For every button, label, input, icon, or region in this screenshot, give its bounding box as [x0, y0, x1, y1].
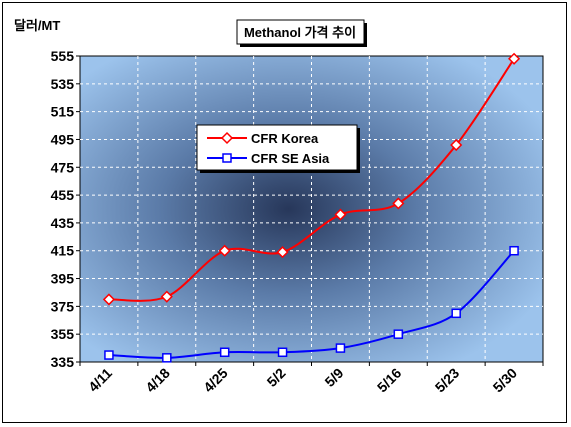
- y-tick-label: 535: [51, 76, 75, 92]
- legend-item-cfr-se-asia: CFR SE Asia: [207, 151, 330, 166]
- data-point-cfr-se-asia: [451, 308, 461, 319]
- y-tick-label: 495: [51, 131, 75, 147]
- y-tick-label: 415: [51, 243, 75, 259]
- x-tick-label: 4/11: [85, 365, 115, 395]
- y-axis-ticks: 335 355 375 395 415 435 455 475 495 515 535 555: [51, 48, 80, 370]
- chart-title-box: Methanol 가격 추이: [236, 19, 367, 47]
- y-tick-label: 475: [51, 159, 75, 175]
- data-point-cfr-se-asia: [219, 347, 230, 358]
- y-tick-label: 335: [51, 354, 75, 370]
- data-point-cfr-se-asia: [393, 329, 404, 339]
- x-tick-label: 4/18: [142, 365, 173, 396]
- y-tick-label: 555: [51, 48, 75, 64]
- legend: CFR Korea CFR SE Asia: [196, 124, 360, 173]
- legend-label-cfr-se-asia: CFR SE Asia: [251, 151, 330, 166]
- y-tick-label: 375: [51, 298, 75, 314]
- y-tick-label: 515: [51, 104, 75, 120]
- series-layer: [102, 52, 521, 363]
- chart-title: Methanol 가격 추이: [244, 25, 356, 40]
- data-point-cfr-korea: [508, 52, 521, 65]
- x-tick-label: 5/2: [264, 365, 289, 390]
- legend-label-cfr-korea: CFR Korea: [251, 131, 319, 146]
- data-point-cfr-se-asia: [104, 350, 114, 360]
- data-point-cfr-korea: [392, 197, 405, 210]
- y-tick-label: 455: [51, 187, 75, 203]
- x-tick-label: 4/25: [200, 365, 231, 396]
- data-point-cfr-korea: [450, 138, 463, 152]
- grid-lines: [80, 56, 543, 362]
- data-point-cfr-korea: [218, 244, 231, 257]
- data-point-cfr-se-asia: [509, 245, 519, 256]
- data-point-cfr-se-asia: [335, 343, 346, 353]
- x-axis-ticks: 4/11 4/18 4/25 5/2 5/9 5/16 5/23 5/30: [79, 362, 544, 396]
- x-tick-label: 5/16: [374, 365, 405, 396]
- y-tick-label: 355: [51, 326, 75, 342]
- data-point-cfr-se-asia: [162, 353, 172, 363]
- data-point-cfr-korea: [276, 246, 289, 259]
- data-point-cfr-korea: [334, 208, 347, 221]
- x-tick-label: 5/23: [432, 365, 463, 396]
- data-point-cfr-korea: [160, 290, 173, 303]
- y-axis-unit-label: 달러/MT: [14, 18, 60, 33]
- data-point-cfr-korea: [102, 293, 115, 306]
- y-tick-label: 435: [51, 215, 75, 231]
- legend-item-cfr-korea: CFR Korea: [207, 131, 319, 146]
- x-tick-label: 5/9: [321, 365, 346, 390]
- x-tick-label: 5/30: [490, 365, 521, 396]
- y-tick-label: 395: [51, 271, 75, 287]
- data-point-cfr-se-asia: [277, 347, 288, 358]
